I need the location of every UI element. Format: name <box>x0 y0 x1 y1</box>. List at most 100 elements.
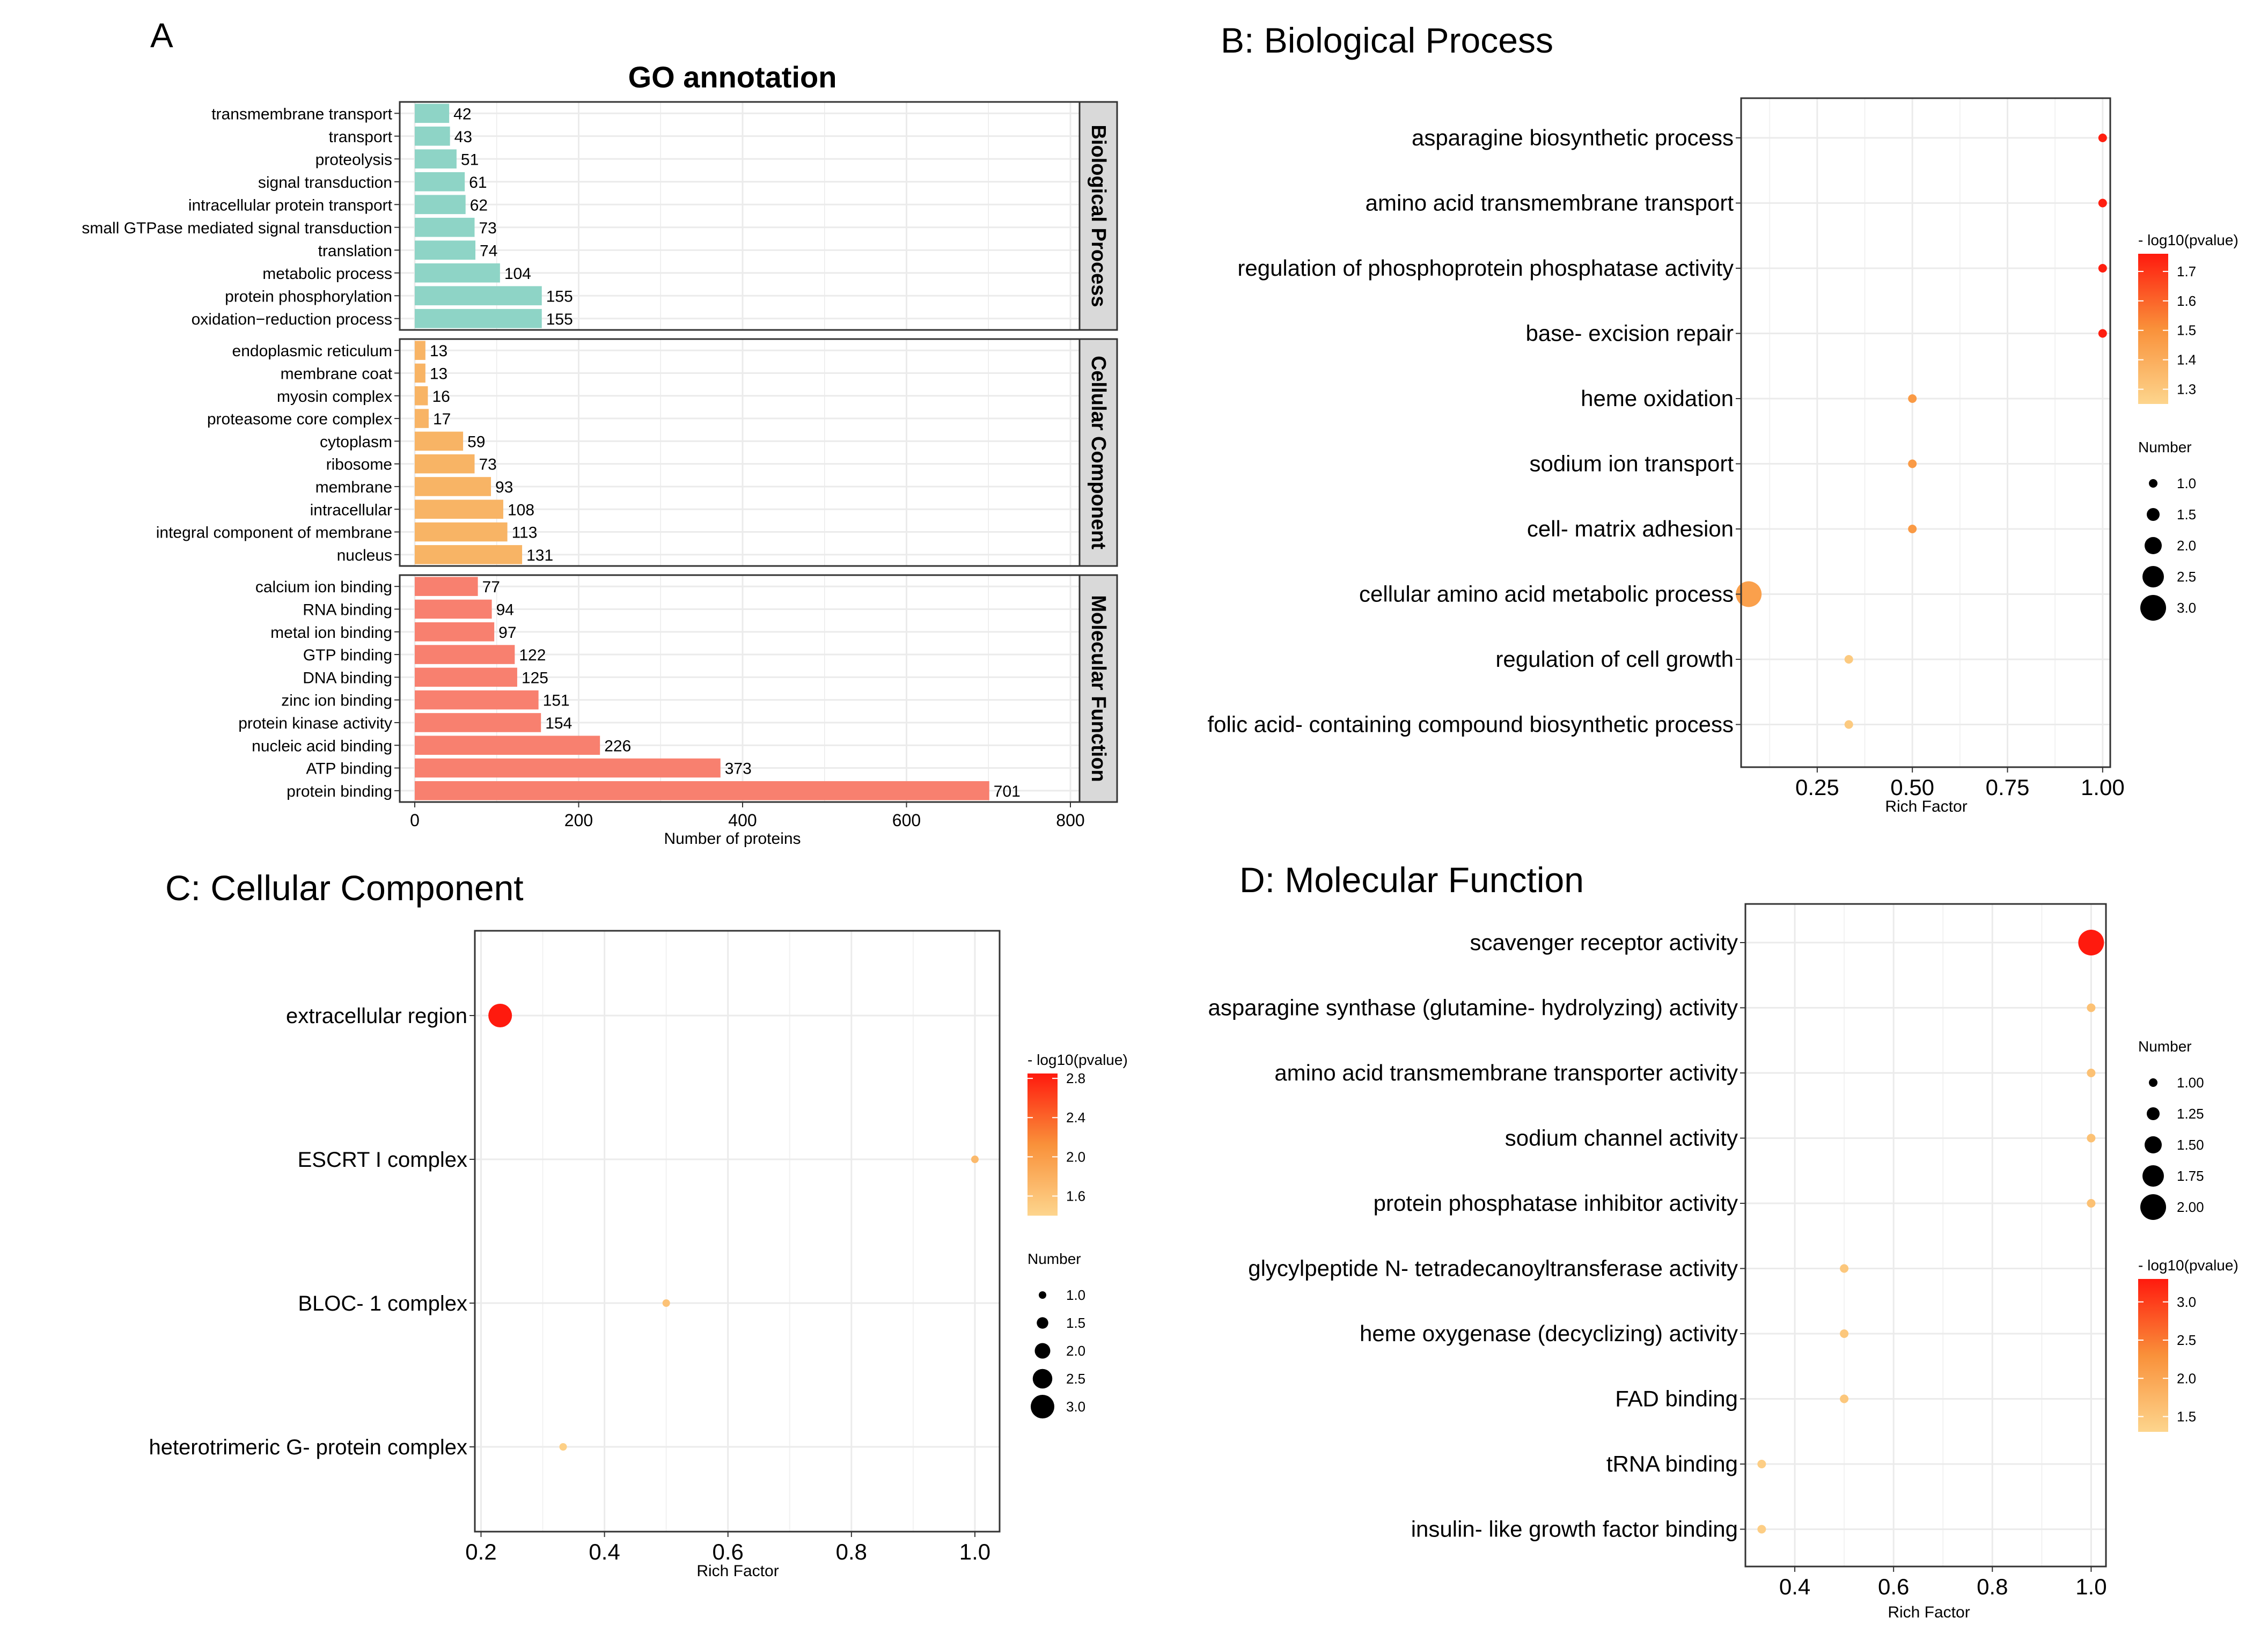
category-label: membrane <box>315 479 392 496</box>
bar-value-label: 13 <box>430 365 447 383</box>
color-legend-bar <box>2138 254 2168 404</box>
x-tick-label: 0.50 <box>1890 775 1934 800</box>
term-label: cellular amino acid metabolic process <box>1359 582 1734 607</box>
color-legend-label: 2.0 <box>2177 1370 2196 1386</box>
category-label: cytoplasm <box>320 433 392 451</box>
bar-value-label: 97 <box>498 624 516 642</box>
color-legend-label: 2.0 <box>1066 1149 1085 1165</box>
bar-value-label: 77 <box>482 578 500 596</box>
bar <box>415 599 492 619</box>
size-legend-label: 2.0 <box>2177 538 2196 554</box>
bar-value-label: 155 <box>546 288 573 305</box>
dot <box>2087 1134 2096 1143</box>
color-legend-bar <box>2138 1279 2168 1432</box>
size-legend-label: 1.25 <box>2177 1106 2204 1122</box>
category-label: oxidation−reduction process <box>192 311 392 328</box>
bar-value-label: 94 <box>496 601 514 619</box>
bar <box>415 195 466 215</box>
bar-value-label: 373 <box>725 760 752 778</box>
size-legend-dot <box>1032 1369 1053 1389</box>
color-legend-label: 1.3 <box>2177 381 2196 398</box>
size-legend-label: 1.0 <box>2177 475 2196 491</box>
term-label: FAD binding <box>1615 1386 1738 1411</box>
category-label: endoplasmic reticulum <box>232 342 392 360</box>
color-legend-label: 2.5 <box>2177 1332 2196 1348</box>
category-label: intracellular <box>310 501 392 519</box>
category-label: nucleus <box>337 547 392 564</box>
dot <box>2098 134 2107 142</box>
panel-a-title: GO annotation <box>628 60 837 94</box>
size-legend-dot <box>2145 537 2162 554</box>
size-legend-dot <box>1039 1291 1046 1299</box>
dot <box>971 1156 979 1163</box>
panel-c-plot: extracellular region ESCRT I complex BLOC-… <box>149 930 1128 1564</box>
size-legend-label: 2.0 <box>1066 1343 1085 1359</box>
bar <box>415 713 541 732</box>
category-label: ATP binding <box>306 760 392 778</box>
bar-value-label: 61 <box>469 174 487 192</box>
panel-d-xlabel: Rich Factor <box>1888 1604 1970 1621</box>
x-tick-label: 0.25 <box>1795 775 1839 800</box>
dot <box>1908 525 1917 533</box>
bar <box>415 263 500 283</box>
dot <box>1840 1329 1849 1338</box>
bar <box>415 308 542 328</box>
category-label: calcium ion binding <box>255 578 392 596</box>
x-tick-label: 600 <box>892 811 921 830</box>
x-tick-label: 0.8 <box>1977 1574 2008 1599</box>
bar <box>415 386 428 406</box>
bar <box>415 577 478 596</box>
bar-value-label: 155 <box>546 311 573 328</box>
category-label: zinc ion binding <box>281 692 392 710</box>
dot <box>2098 198 2107 208</box>
panel-a: A GO annotation 42 transmembrane transpor… <box>82 16 1118 848</box>
bar <box>415 454 475 474</box>
bar-value-label: 59 <box>467 433 485 451</box>
term-label: BLOC- 1 complex <box>298 1292 467 1315</box>
term-label: folic acid- containing compound biosynth… <box>1207 712 1734 737</box>
size-legend-title: Number <box>1027 1251 1081 1267</box>
bar <box>415 736 600 755</box>
size-legend-dot <box>2147 508 2160 521</box>
color-legend-title: - log10(pvalue) <box>2138 232 2238 248</box>
facet-strip-label: Cellular Component <box>1087 356 1110 549</box>
size-legend-dot <box>1031 1395 1054 1418</box>
bar-value-label: 43 <box>454 128 472 146</box>
panel-c: C: Cellular Component extracellular regi… <box>149 868 1127 1580</box>
x-tick-label: 0.6 <box>713 1539 744 1564</box>
size-legend-label: 1.75 <box>2177 1168 2204 1184</box>
bar-value-label: 151 <box>543 692 570 710</box>
dot <box>662 1299 670 1307</box>
term-label: extracellular region <box>286 1004 467 1028</box>
term-label: protein phosphatase inhibitor activity <box>1374 1190 1738 1216</box>
bar-value-label: 154 <box>545 715 572 732</box>
term-label: cell- matrix adhesion <box>1527 516 1734 541</box>
category-label: transport <box>329 128 393 146</box>
panel-b-xlabel: Rich Factor <box>1885 798 1967 815</box>
size-legend-dot <box>2149 479 2157 488</box>
category-label: RNA binding <box>303 601 392 619</box>
panel-b: B: Biological Process asparagine biosynt… <box>1207 20 2238 815</box>
panel-d-plot: scavenger receptor activity asparagine sy… <box>1208 903 2238 1599</box>
panel-c-xlabel: Rich Factor <box>696 1562 779 1580</box>
bar <box>415 431 464 451</box>
bar <box>415 622 495 642</box>
facet-strip <box>1078 574 1118 803</box>
dot <box>488 1004 512 1027</box>
term-label: regulation of phosphoprotein phosphatase… <box>1237 255 1734 281</box>
x-tick-label: 400 <box>728 811 757 830</box>
bar <box>415 409 429 428</box>
size-legend-label: 3.0 <box>2177 600 2196 616</box>
size-legend-label: 2.00 <box>2177 1199 2204 1215</box>
term-label: asparagine synthase (glutamine- hydrolyz… <box>1208 995 1738 1020</box>
term-label: ESCRT I complex <box>298 1148 467 1172</box>
panel-a-xlabel: Number of proteins <box>664 830 801 848</box>
term-label: sodium ion transport <box>1529 451 1734 476</box>
x-tick-label: 0.4 <box>1779 1574 1810 1599</box>
dot <box>1757 1525 1766 1534</box>
x-tick-label: 0.2 <box>465 1539 496 1564</box>
bar-value-label: 17 <box>433 410 451 428</box>
size-legend-label: 1.00 <box>2177 1075 2204 1091</box>
term-label: sodium channel activity <box>1505 1126 1738 1151</box>
